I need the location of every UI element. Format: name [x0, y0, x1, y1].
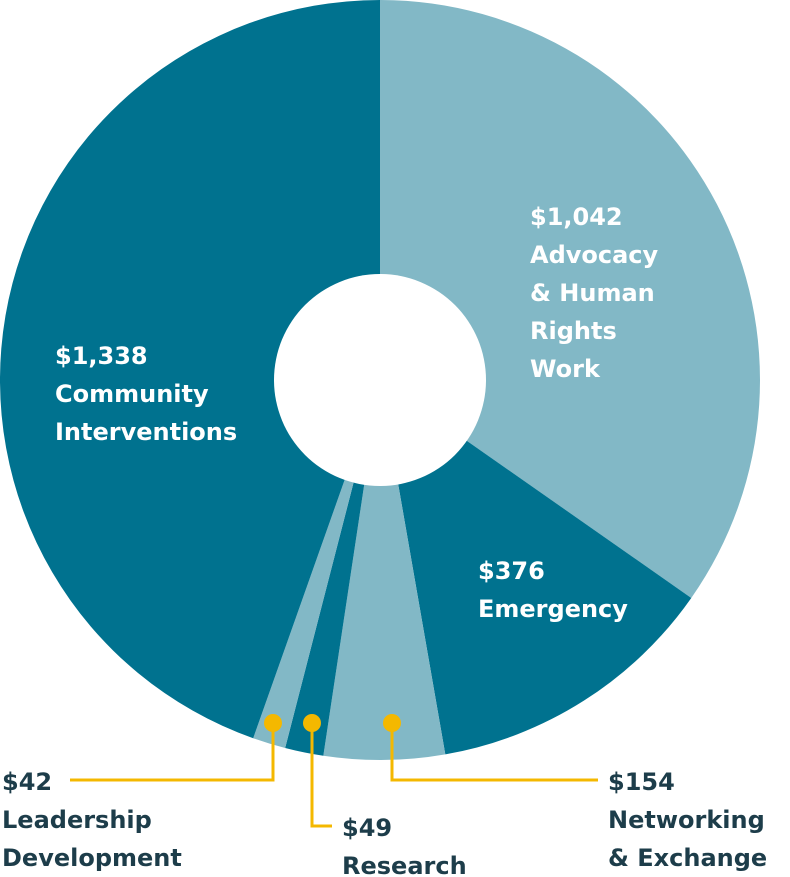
slice-value-label: $154: [608, 768, 675, 796]
slice-name-line: Rights: [530, 317, 617, 345]
label-advocacy-human-rights-work: $1,042 Advocacy & Human Rights Work: [530, 203, 659, 383]
leader-line-leadership-development: [70, 723, 275, 782]
leader-line-research: [310, 723, 332, 828]
leader-dot-networking-exchange: [383, 714, 401, 732]
label-leadership-development: $42 Leadership Development: [2, 768, 182, 872]
slice-value-label: $42: [2, 768, 52, 796]
slice-name-line: Interventions: [55, 418, 237, 446]
slice-value-label: $376: [478, 557, 545, 585]
slice-value-label: $49: [342, 814, 392, 842]
slice-networking-exchange: [323, 380, 446, 761]
slice-name-line: Community: [55, 380, 209, 408]
label-community-interventions: $1,338 Community Interventions: [55, 342, 237, 446]
slice-name-line: Development: [2, 844, 182, 872]
slice-name-line: Leadership: [2, 806, 152, 834]
slice-value-label: $1,338: [55, 342, 148, 370]
slice-emergency: [380, 380, 692, 755]
slice-labels: $1,042 Advocacy & Human Rights Work $376 Emerg…: [2, 203, 767, 877]
slice-name-line: & Human: [530, 279, 655, 307]
leader-dot-leadership-development: [264, 714, 282, 732]
label-research: $49 Research: [342, 814, 467, 877]
slice-name-line: Advocacy: [530, 241, 659, 269]
leader-line-networking-exchange: [390, 723, 598, 782]
slice-community-interventions: [0, 0, 380, 739]
slice-name-line: & Exchange: [608, 844, 767, 872]
donut-hole: [274, 274, 486, 486]
slice-name-line: Networking: [608, 806, 765, 834]
slice-advocacy-human-rights-work: [380, 0, 760, 598]
label-networking-exchange: $154 Networking & Exchange: [608, 768, 767, 872]
slice-name-line: Work: [530, 355, 601, 383]
leader-lines: [70, 714, 598, 828]
slice-name-line: Research: [342, 852, 467, 877]
slice-value-label: $1,042: [530, 203, 623, 231]
slice-name-line: Emergency: [478, 595, 628, 623]
label-emergency: $376 Emergency: [478, 557, 628, 623]
leader-dot-research: [303, 714, 321, 732]
